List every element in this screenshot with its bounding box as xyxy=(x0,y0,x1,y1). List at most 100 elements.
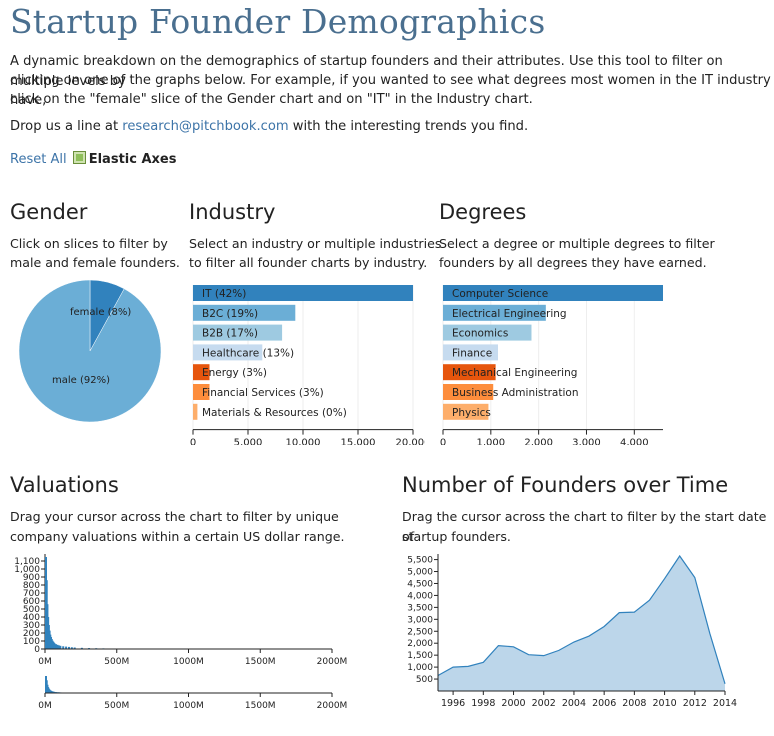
industry-bar-label: B2B (17%) xyxy=(202,328,258,340)
founders-x-tick-label: 2008 xyxy=(622,698,646,709)
intro-line-3: click on the "female" slice of the Gende… xyxy=(10,92,533,107)
industry-bar-label: Healthcare (13%) xyxy=(202,347,294,359)
contact-email-link[interactable]: research@pitchbook.com xyxy=(122,119,289,134)
contact-prefix: Drop us a line at xyxy=(10,119,123,134)
industry-bar-chart[interactable]: IT (42%) B2C (19%) B2B (17%) Healthcare (13… xyxy=(185,280,425,445)
degrees-bar-label: Computer Science xyxy=(452,288,548,300)
industry-bar[interactable] xyxy=(193,364,210,381)
industry-desc-1: Select an industry or multiple industrie… xyxy=(189,236,442,251)
degrees-bar[interactable] xyxy=(443,285,663,301)
valuations-bar[interactable] xyxy=(56,644,59,649)
industry-bar-label: B2C (19%) xyxy=(202,308,258,320)
valuations-bar[interactable] xyxy=(62,646,65,649)
intro-line-1: A dynamic breakdown on the demographics … xyxy=(10,54,723,89)
gender-pie-chart[interactable]: female (8%) male (92%) xyxy=(10,275,175,430)
elastic-axes-checkbox[interactable] xyxy=(72,151,86,164)
degrees-bar[interactable] xyxy=(443,304,546,321)
degrees-bar[interactable] xyxy=(443,344,498,361)
valuations-bar[interactable] xyxy=(59,645,62,649)
degrees-bar-label: Physics xyxy=(452,407,491,419)
degrees-tick-label: 3,000 xyxy=(572,438,601,445)
industry-bar-label: Financial Services (3%) xyxy=(202,387,324,399)
degrees-tick-label: 2,000 xyxy=(524,438,553,445)
valuations-bar[interactable] xyxy=(73,647,76,649)
industry-bar[interactable] xyxy=(193,304,296,321)
degrees-desc-1: Select a degree or multiple degrees to f… xyxy=(439,236,715,251)
valuations-bar[interactable] xyxy=(57,645,60,649)
founders-x-tick-label: 2002 xyxy=(532,698,556,709)
industry-tick-label: 0 xyxy=(190,438,196,445)
degrees-bar-label: Mechanical Engineering xyxy=(452,367,577,379)
industry-bar[interactable] xyxy=(193,403,198,420)
founders-x-tick-label: 2014 xyxy=(713,698,737,709)
valuations-y-tick-label: 1,100 xyxy=(14,557,40,567)
gender-title: Gender xyxy=(10,200,88,224)
founders-time-desc-2: startup founders. xyxy=(402,529,511,544)
founders-y-tick-label: 4,500 xyxy=(407,579,433,589)
industry-bar[interactable] xyxy=(193,384,210,400)
pie-slice-label: female (8%) xyxy=(70,307,131,318)
industry-tick-label: 15,000 xyxy=(341,438,376,445)
valuations-y-tick-label: 200 xyxy=(23,629,40,639)
valuations-bar[interactable] xyxy=(70,647,73,649)
founders-y-tick-label: 2,000 xyxy=(407,639,433,649)
reset-all-link[interactable]: Reset All xyxy=(10,152,67,167)
contact-suffix: with the interesting trends you find. xyxy=(288,119,529,134)
industry-bar[interactable] xyxy=(193,324,283,341)
founders-time-desc-1: Drag the cursor across the chart to filt… xyxy=(402,509,767,544)
valuations-y-tick-label: 300 xyxy=(23,621,40,631)
degrees-bar[interactable] xyxy=(443,403,489,420)
founders-x-tick-label: 1998 xyxy=(471,698,495,709)
pie-slice-male[interactable] xyxy=(18,279,162,423)
gender-desc-2: male and female founders. xyxy=(10,255,180,270)
valuations-bar[interactable] xyxy=(65,646,68,649)
founders-area[interactable] xyxy=(438,556,725,691)
industry-bar[interactable] xyxy=(193,285,413,301)
valuations-y-tick-label: 400 xyxy=(23,613,40,623)
industry-desc-2: to filter all founder charts by industry… xyxy=(189,255,428,270)
degrees-bar-label: Finance xyxy=(452,347,492,359)
valuations-overview-tick-label: 2000M xyxy=(317,701,348,711)
industry-bar[interactable] xyxy=(193,344,263,361)
valuations-bar[interactable] xyxy=(53,643,56,649)
founders-y-tick-label: 3,000 xyxy=(407,615,433,625)
degrees-bar[interactable] xyxy=(443,384,494,400)
degrees-tick-label: 1,000 xyxy=(477,438,506,445)
page-title: Startup Founder Demographics xyxy=(10,2,546,41)
founders-x-tick-label: 2010 xyxy=(652,698,676,709)
valuations-x-tick-label: 500M xyxy=(104,657,129,667)
valuations-desc-2: company valuations within a certain US d… xyxy=(10,529,345,544)
degrees-bar-label: Business Administration xyxy=(452,387,578,399)
valuations-bar[interactable] xyxy=(67,646,70,649)
valuations-x-tick-label: 0M xyxy=(38,657,52,667)
valuations-bar[interactable] xyxy=(55,644,58,649)
valuations-x-tick-label: 2000M xyxy=(317,657,348,667)
degrees-bar[interactable] xyxy=(443,364,496,381)
industry-title: Industry xyxy=(189,200,276,224)
founders-y-tick-label: 5,000 xyxy=(407,568,433,578)
degrees-bar-label: Electrical Engineering xyxy=(452,308,567,320)
founders-y-tick-label: 1,500 xyxy=(407,651,433,661)
degrees-tick-label: 0 xyxy=(440,438,446,445)
valuations-overview-bar[interactable] xyxy=(53,691,56,693)
valuations-bar[interactable] xyxy=(80,647,83,649)
valuations-desc-1: Drag your cursor across the chart to fil… xyxy=(10,509,339,524)
degrees-bar[interactable] xyxy=(443,324,532,341)
degrees-bar-chart[interactable]: Computer Science Electrical Engineering Ec… xyxy=(435,280,675,445)
industry-bar-label: IT (42%) xyxy=(202,288,246,300)
founders-y-tick-label: 5,500 xyxy=(407,556,433,566)
valuations-overview-tick-label: 1000M xyxy=(173,701,204,711)
industry-bar-label: Materials & Resources (0%) xyxy=(202,407,347,419)
pie-slice-label: male (92%) xyxy=(52,375,110,386)
valuations-overview-tick-label: 500M xyxy=(104,701,129,711)
founders-x-tick-label: 2004 xyxy=(562,698,586,709)
founders-time-area-chart[interactable]: 500 1,000 1,500 2,000 2,500 3,000 3,500 4,000 4,… xyxy=(395,550,745,736)
valuations-title: Valuations xyxy=(10,473,119,497)
valuations-x-tick-label: 1500M xyxy=(245,657,276,667)
industry-tick-label: 20,000 xyxy=(396,438,426,445)
intro-line-2: clicking on one of the graphs below. For… xyxy=(10,73,771,108)
industry-bar-label: Energy (3%) xyxy=(202,367,267,379)
valuations-overview-tick-label: 1500M xyxy=(245,701,276,711)
contact-line: Drop us a line at research@pitchbook.com… xyxy=(10,117,528,137)
